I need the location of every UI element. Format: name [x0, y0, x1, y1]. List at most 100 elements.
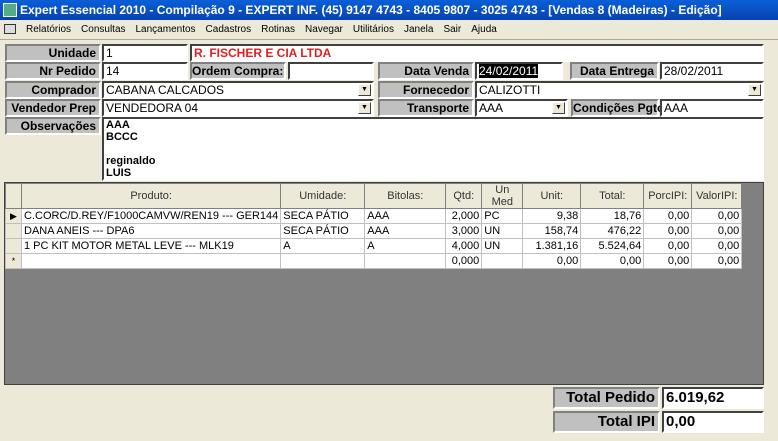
cell-valor-ipi[interactable]: 0,00 [691, 253, 743, 269]
items-grid[interactable]: Produto: Umidade: Bitolas: Qtd: Un Med Unit: T… [4, 182, 764, 385]
cell-unit[interactable]: 158,74 [522, 223, 582, 239]
cell-porc-ipi[interactable]: 0,00 [643, 223, 693, 239]
cell-valor-ipi[interactable]: 0,00 [691, 208, 743, 224]
row-indicator[interactable] [5, 238, 22, 254]
memo-line [106, 143, 762, 155]
total-ipi-value: 0,00 [662, 411, 764, 433]
observacoes-memo[interactable]: AAA BCCC reginaldo LUIS [102, 117, 764, 181]
cell-total[interactable]: 0,00 [580, 253, 645, 269]
cell-bitolas[interactable] [364, 253, 447, 269]
header-qtd[interactable]: Qtd: [445, 183, 483, 209]
cell-unit[interactable]: 1.381,16 [522, 238, 582, 254]
unidade-field[interactable]: 1 [102, 44, 188, 62]
row-indicator[interactable]: * [5, 253, 22, 269]
menu-lancamentos[interactable]: Lançamentos [135, 24, 196, 35]
mdi-window-icon[interactable] [4, 24, 16, 35]
cell-qtd[interactable]: 2,000 [445, 208, 483, 224]
table-row[interactable]: ▶ C.CORC/D.REY/F1000CAMVW/REN19 --- GER14… [5, 208, 743, 224]
data-venda-rest: /02/2011 [492, 64, 539, 78]
comprador-value: CABANA CALCADOS [106, 83, 225, 97]
data-venda-field[interactable]: 24/02/2011 [475, 62, 563, 80]
cell-un-med[interactable] [481, 253, 524, 269]
chevron-down-icon[interactable]: ▼ [552, 102, 565, 114]
cell-bitolas[interactable]: AAA [364, 208, 447, 224]
data-entrega-field[interactable]: 28/02/2011 [660, 62, 764, 80]
cell-umidade[interactable] [280, 253, 366, 269]
memo-line: BCCC [106, 131, 138, 143]
cell-umidade[interactable]: A [280, 238, 366, 254]
nr-pedido-label: Nr Pedido [5, 62, 101, 80]
cell-qtd[interactable]: 4,000 [445, 238, 483, 254]
transporte-combo[interactable]: AAA ▼ [475, 99, 568, 117]
chevron-down-icon[interactable]: ▼ [358, 84, 371, 96]
cell-qtd[interactable]: 0,000 [445, 253, 483, 269]
memo-line: reginaldo [106, 155, 156, 167]
cell-valor-ipi[interactable]: 0,00 [691, 223, 743, 239]
transporte-label: Transporte [378, 99, 474, 117]
cell-un-med[interactable]: UN [481, 238, 524, 254]
cell-bitolas[interactable]: AAA [364, 223, 447, 239]
cell-unit[interactable]: 9,38 [522, 208, 582, 224]
cell-total[interactable]: 18,76 [580, 208, 645, 224]
table-row[interactable]: * 0,000 0,00 0,00 0,00 0,00 [5, 253, 743, 269]
row-indicator[interactable]: ▶ [5, 208, 22, 224]
cell-produto[interactable] [20, 253, 282, 269]
row-indicator[interactable] [5, 223, 22, 239]
cell-valor-ipi[interactable]: 0,00 [691, 238, 743, 254]
cell-bitolas[interactable]: A [364, 238, 447, 254]
data-venda-label: Data Venda [378, 62, 474, 80]
header-produto[interactable]: Produto: [20, 183, 282, 209]
title-bar: Expert Essencial 2010 - Compilação 9 - E… [0, 0, 778, 20]
vendedor-value: VENDEDORA 04 [106, 101, 199, 115]
cell-produto[interactable]: C.CORC/D.REY/F1000CAMVW/REN19 --- GER144 [20, 208, 282, 224]
chevron-down-icon[interactable]: ▼ [748, 84, 761, 96]
observacoes-label: Observações [5, 117, 101, 135]
menu-janela[interactable]: Janela [403, 24, 434, 35]
cell-porc-ipi[interactable]: 0,00 [643, 208, 693, 224]
fornecedor-combo[interactable]: CALIZOTTI ▼ [475, 81, 764, 99]
cell-unit[interactable]: 0,00 [522, 253, 582, 269]
vendedor-combo[interactable]: VENDEDORA 04 ▼ [102, 99, 374, 117]
header-total[interactable]: Total: [580, 183, 645, 209]
comprador-combo[interactable]: CABANA CALCADOS ▼ [102, 81, 374, 99]
cell-total[interactable]: 5.524,64 [580, 238, 645, 254]
cell-produto[interactable]: 1 PC KIT MOTOR METAL LEVE --- MLK19 [20, 238, 282, 254]
menu-cadastros[interactable]: Cadastros [205, 24, 252, 35]
menu-utilitarios[interactable]: Utilitários [352, 24, 394, 35]
comprador-label: Comprador [5, 81, 101, 99]
fornecedor-label: Fornecedor [378, 81, 474, 99]
table-row[interactable]: DANA ANEIS --- DPA6 SECA PÁTIO AAA 3,000 UN 1… [5, 223, 743, 239]
cell-umidade[interactable]: SECA PÁTIO [280, 223, 366, 239]
menu-ajuda[interactable]: Ajuda [471, 24, 497, 35]
nr-pedido-field[interactable]: 14 [102, 62, 188, 80]
menu-sair[interactable]: Sair [443, 24, 462, 35]
chevron-down-icon[interactable]: ▼ [358, 102, 371, 114]
menu-rotinas[interactable]: Rotinas [261, 24, 296, 35]
cell-porc-ipi[interactable]: 0,00 [643, 253, 693, 269]
cell-porc-ipi[interactable]: 0,00 [643, 238, 693, 254]
cell-qtd[interactable]: 3,000 [445, 223, 483, 239]
header-porc-ipi[interactable]: PorcIPI: [643, 183, 693, 209]
header-valor-ipi[interactable]: ValorIPI: [691, 183, 743, 209]
fornecedor-value: CALIZOTTI [479, 83, 541, 97]
items-table: Produto: Umidade: Bitolas: Qtd: Un Med Unit: T… [5, 183, 743, 269]
menu-bar: Relatórios Consultas Lançamentos Cadastros R… [0, 20, 778, 40]
cell-produto[interactable]: DANA ANEIS --- DPA6 [20, 223, 282, 239]
header-umidade[interactable]: Umidade: [280, 183, 366, 209]
header-un-med[interactable]: Un Med [481, 183, 524, 209]
menu-consultas[interactable]: Consultas [81, 24, 126, 35]
menu-relatorios[interactable]: Relatórios [26, 24, 72, 35]
table-row[interactable]: 1 PC KIT MOTOR METAL LEVE --- MLK19 A A 4,0… [5, 238, 743, 254]
condicoes-field[interactable]: AAA [660, 99, 764, 117]
unidade-label: Unidade [5, 44, 101, 62]
cell-un-med[interactable]: PC [481, 208, 524, 224]
unidade-nome-field: R. FISCHER E CIA LTDA [190, 44, 764, 62]
ordem-compra-field[interactable] [288, 62, 374, 80]
header-unit[interactable]: Unit: [522, 183, 582, 209]
cell-total[interactable]: 476,22 [580, 223, 645, 239]
app-icon [3, 3, 17, 17]
cell-umidade[interactable]: SECA PÁTIO [280, 208, 366, 224]
header-bitolas[interactable]: Bitolas: [364, 183, 447, 209]
cell-un-med[interactable]: UN [481, 223, 524, 239]
menu-navegar[interactable]: Navegar [305, 24, 343, 35]
